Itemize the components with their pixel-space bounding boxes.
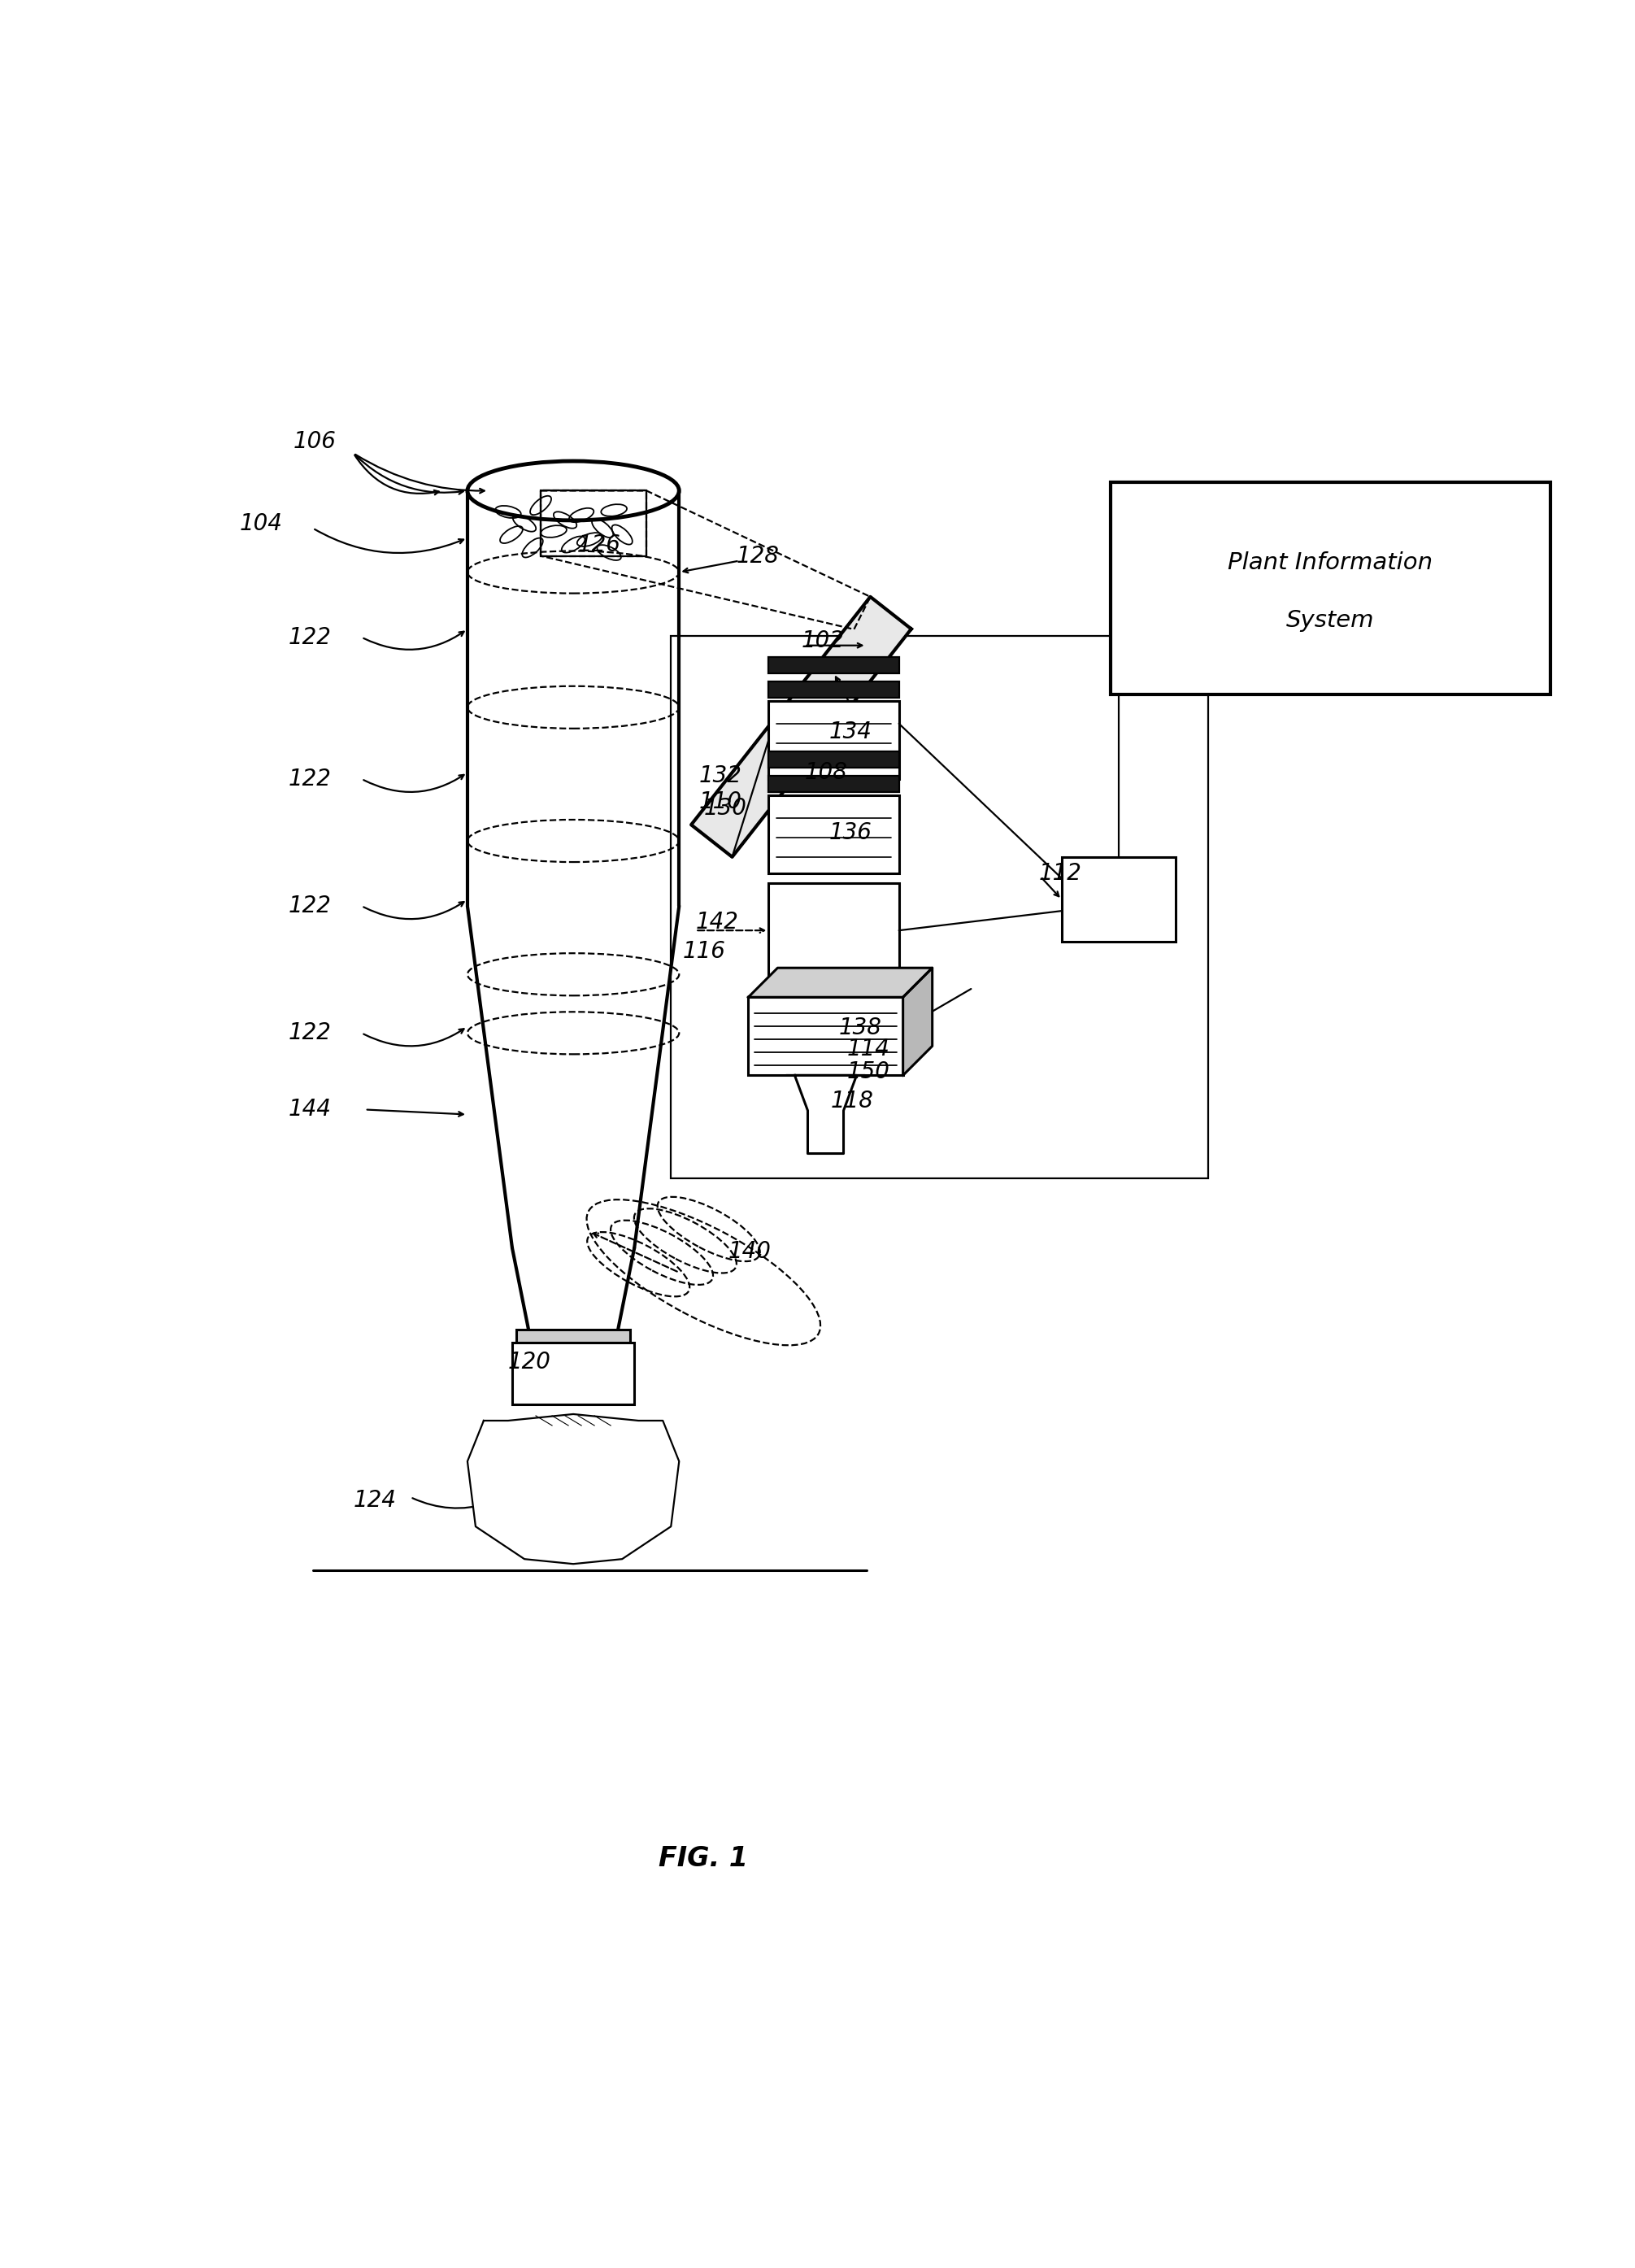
Text: 134: 134 <box>829 721 871 744</box>
Polygon shape <box>795 1075 857 1154</box>
Bar <box>768 796 899 873</box>
Text: 138: 138 <box>839 1016 881 1039</box>
Polygon shape <box>468 1415 679 1565</box>
Text: System: System <box>1287 608 1375 631</box>
Text: 132: 132 <box>698 764 742 787</box>
Text: 116: 116 <box>682 941 726 964</box>
Bar <box>768 776 899 792</box>
Text: 136: 136 <box>829 821 871 844</box>
Text: 124: 124 <box>353 1490 396 1513</box>
Text: 142: 142 <box>695 912 739 934</box>
Bar <box>768 882 899 978</box>
Polygon shape <box>903 968 932 1075</box>
Polygon shape <box>692 596 911 857</box>
Bar <box>517 1329 629 1343</box>
Text: 122: 122 <box>288 1021 332 1046</box>
Bar <box>768 658 899 674</box>
Text: 108: 108 <box>804 762 847 785</box>
Text: 118: 118 <box>831 1091 873 1114</box>
Bar <box>512 1343 634 1404</box>
Text: 150: 150 <box>847 1061 889 1084</box>
Bar <box>768 751 899 767</box>
Text: 144: 144 <box>288 1098 332 1120</box>
Text: 106: 106 <box>293 431 337 454</box>
Polygon shape <box>749 968 932 998</box>
Bar <box>1061 857 1176 941</box>
Text: 122: 122 <box>288 767 332 789</box>
Bar <box>768 701 899 778</box>
Text: 130: 130 <box>703 796 747 819</box>
Text: 110: 110 <box>698 789 742 814</box>
Text: FIG. 1: FIG. 1 <box>659 1846 749 1871</box>
Bar <box>541 490 646 556</box>
Bar <box>749 998 903 1075</box>
Bar <box>1110 483 1550 694</box>
Text: 104: 104 <box>239 513 283 535</box>
Text: 122: 122 <box>288 894 332 916</box>
Text: 126: 126 <box>579 533 621 556</box>
Text: 122: 122 <box>288 626 332 649</box>
Text: Plant Information: Plant Information <box>1228 551 1432 574</box>
Text: 114: 114 <box>847 1039 889 1061</box>
Text: 128: 128 <box>736 544 780 567</box>
Bar <box>670 635 1208 1177</box>
Bar <box>768 680 899 699</box>
Text: 140: 140 <box>728 1241 772 1263</box>
Text: 120: 120 <box>508 1352 551 1374</box>
Text: 112: 112 <box>1038 862 1082 885</box>
Bar <box>541 490 646 556</box>
Text: 102: 102 <box>801 628 844 651</box>
